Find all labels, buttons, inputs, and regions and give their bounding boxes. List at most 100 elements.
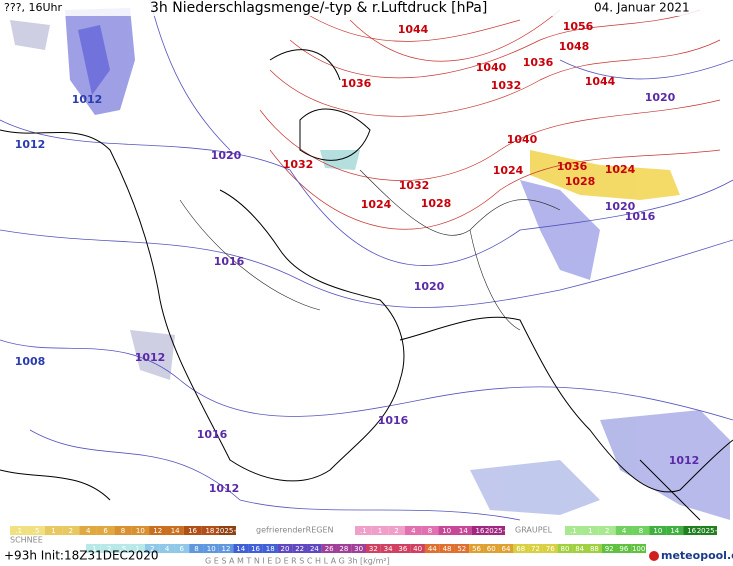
legend-step: 14 xyxy=(670,527,679,535)
legend-swatch xyxy=(131,526,150,535)
legend-step: 12 xyxy=(222,545,231,553)
legend-swatch xyxy=(455,526,472,535)
isobar-label: 1032 xyxy=(399,179,430,192)
header-date: 04. Januar 2021 xyxy=(594,1,690,15)
legend-swatch xyxy=(513,544,529,553)
legend-swatch xyxy=(159,544,175,553)
legend-swatch xyxy=(395,544,411,553)
legend-step: 20 xyxy=(280,545,289,553)
legend-step: 28 xyxy=(339,545,348,553)
legend-step: 18 xyxy=(266,545,275,553)
legend-step: 10 xyxy=(207,545,216,553)
legend-step: 30 xyxy=(354,545,363,553)
legend-swatch xyxy=(388,526,405,535)
legend-swatch xyxy=(498,544,514,553)
legend-swatch xyxy=(683,526,701,535)
isobar-label: 1012 xyxy=(15,138,46,151)
isobar-label: 1016 xyxy=(214,255,245,268)
legend-step: 26 xyxy=(325,545,334,553)
legend-step: 14 xyxy=(236,545,245,553)
legend-step: 64 xyxy=(502,545,511,553)
header-bar xyxy=(0,0,733,16)
legend-step: .2 xyxy=(105,545,112,553)
legend-step: 40 xyxy=(413,545,422,553)
legend-step: .5 xyxy=(33,527,40,535)
legend-swatch xyxy=(632,526,650,535)
isobar-label: 1056 xyxy=(563,20,594,33)
isobar-label: 1020 xyxy=(605,200,636,213)
legend-step: 80 xyxy=(560,545,569,553)
legend-swatch xyxy=(557,544,573,553)
legend-swatch xyxy=(424,544,440,553)
legend-name: G E S A M T N I E D E R S C H L A G 3h [… xyxy=(205,557,390,566)
legend-swatch xyxy=(262,544,278,553)
legend-swatch xyxy=(189,544,204,553)
legend-step: 2 xyxy=(69,527,73,535)
isobars-low xyxy=(0,0,733,521)
legend-swatch xyxy=(114,526,132,535)
legend-swatch xyxy=(201,526,219,535)
legend-swatch xyxy=(438,526,455,535)
legend-step: 76 xyxy=(546,545,555,553)
legend-step: 16 xyxy=(188,527,197,535)
legend-swatch xyxy=(166,526,184,535)
legend-step: 1 xyxy=(588,527,592,535)
legend-swatch xyxy=(203,544,219,553)
legend-step: 72 xyxy=(531,545,540,553)
legend-swatch xyxy=(469,544,484,553)
legend-swatch xyxy=(421,526,439,535)
legend-step: 1 xyxy=(135,545,139,553)
legend-swatch xyxy=(62,526,80,535)
legend-swatch xyxy=(380,544,396,553)
legend-swatch xyxy=(218,544,234,553)
isobar-label: 1016 xyxy=(197,428,228,441)
legend-swatch xyxy=(115,544,131,553)
isobar-label: 1028 xyxy=(421,197,452,210)
legend-swatch xyxy=(27,526,45,535)
legend-step: 36 xyxy=(398,545,407,553)
isobar-label: 1040 xyxy=(476,61,507,74)
legend-step: 2025+ xyxy=(215,527,239,535)
legend-swatch xyxy=(96,526,115,535)
legend-step: 2 xyxy=(150,545,154,553)
isobar-label: 1024 xyxy=(493,164,524,177)
legend-step: 60 xyxy=(487,545,496,553)
legend-step: 84 xyxy=(575,545,584,553)
legend-swatch xyxy=(615,526,633,535)
legend-swatch xyxy=(292,544,308,553)
legend-swatch xyxy=(366,544,381,553)
legend-swatch xyxy=(439,544,455,553)
legend-step: 100 xyxy=(632,545,645,553)
legend-step: 10 xyxy=(136,527,145,535)
legend-swatch xyxy=(581,526,599,535)
legend-step: 12 xyxy=(153,527,162,535)
legend-swatch xyxy=(79,526,97,535)
isobar-label: 1044 xyxy=(585,75,616,88)
legend-swatch xyxy=(587,544,602,553)
legend-step: 4 xyxy=(411,527,416,535)
legend-step: 8 xyxy=(639,527,643,535)
legend-name: SCHNEE xyxy=(10,536,43,545)
legend-swatch xyxy=(528,544,543,553)
legend-swatch xyxy=(183,526,202,535)
legend-swatch xyxy=(631,544,646,553)
legend-step: 10 xyxy=(442,527,451,535)
legend-step: .1 xyxy=(90,545,97,553)
legend-step: 22 xyxy=(295,545,304,553)
brand-logo xyxy=(649,551,659,561)
legend-step: .1 xyxy=(15,527,22,535)
legend-swatch xyxy=(572,544,588,553)
legend-swatch xyxy=(405,526,422,535)
legend-step: 1 xyxy=(378,527,382,535)
legend-step: 92 xyxy=(605,545,614,553)
legend-step: 6 xyxy=(103,527,108,535)
legend-swatch xyxy=(174,544,190,553)
legend-step: 48 xyxy=(443,545,452,553)
legend-swatch xyxy=(454,544,470,553)
legend-swatch xyxy=(700,526,717,535)
isobar-label: 1036 xyxy=(557,160,588,173)
legend-swatch xyxy=(144,544,160,553)
legend-step: 16 xyxy=(476,527,485,535)
isobars-high xyxy=(259,9,721,230)
legend-swatch xyxy=(336,544,352,553)
